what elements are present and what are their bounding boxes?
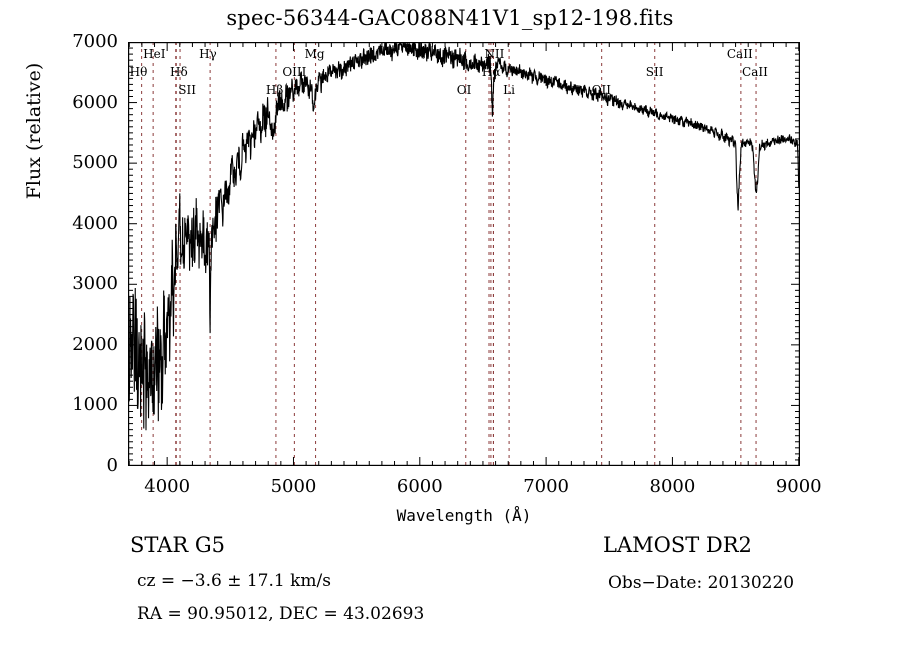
plot-area: Hθ HeI Hδ SII Hγ Hβ OIII Mg OI NII Hα Li OII SII CaII C… xyxy=(128,42,800,466)
x-tick-label: 8000 xyxy=(649,476,696,497)
spectral-line-label: Hδ xyxy=(170,65,188,79)
spectrum-trace xyxy=(128,42,800,431)
object-type-text: STAR G5 xyxy=(130,533,226,557)
plot-frame xyxy=(128,42,800,466)
x-tick-label: 7000 xyxy=(523,476,569,497)
spectral-line-label: Hθ xyxy=(129,65,148,79)
spectral-line-label: OII xyxy=(591,83,611,97)
axis-ticks-group xyxy=(128,42,800,466)
marker-lines-group xyxy=(141,42,757,466)
spectral-line-label: SII xyxy=(645,65,664,79)
spectral-line-label: Hβ xyxy=(265,83,284,97)
x-tick-label: 9000 xyxy=(775,476,822,497)
spectral-line-label: SII xyxy=(178,83,196,97)
spectral-line-label: CaII xyxy=(726,47,753,61)
obs-date-text: Obs−Date: 20130220 xyxy=(608,573,795,593)
y-tick-label: 1000 xyxy=(72,394,118,416)
spectral-line-label: CaII xyxy=(742,65,768,79)
spectral-line-label: OIII xyxy=(282,65,307,79)
x-tick-label: 5000 xyxy=(270,476,317,497)
spectral-line-label: HeI xyxy=(143,47,166,61)
y-tick-label: 3000 xyxy=(72,273,118,295)
y-axis-label: Flux (relative) xyxy=(23,62,45,200)
spectrum-plot-svg xyxy=(128,42,800,466)
spectral-line-label: OI xyxy=(456,83,472,97)
y-tick-label: 7000 xyxy=(72,31,118,52)
spectral-line-label: Li xyxy=(503,83,515,97)
figure-title: spec-56344-GAC088N41V1_sp12-198.fits xyxy=(226,6,674,30)
x-axis-label: Wavelength (Å) xyxy=(396,506,532,525)
spectral-line-label: Hα xyxy=(481,65,501,79)
y-tick-label: 2000 xyxy=(72,333,118,355)
redshift-text: cz = −3.6 ± 17.1 km/s xyxy=(137,571,331,591)
spectral-line-label: Hγ xyxy=(199,47,217,61)
y-tick-label: 5000 xyxy=(72,152,118,174)
x-tick-label: 6000 xyxy=(396,476,443,497)
y-tick-label: 6000 xyxy=(72,91,118,113)
spectral-line-label: NII xyxy=(484,47,505,61)
coordinates-text: RA = 90.95012, DEC = 43.02693 xyxy=(137,604,425,624)
y-tick-label: 0 xyxy=(106,455,118,476)
spectral-line-label: Mg xyxy=(304,47,325,61)
y-tick-label: 4000 xyxy=(72,212,118,234)
survey-name-text: LAMOST DR2 xyxy=(603,533,752,557)
x-tick-label: 4000 xyxy=(144,476,191,497)
